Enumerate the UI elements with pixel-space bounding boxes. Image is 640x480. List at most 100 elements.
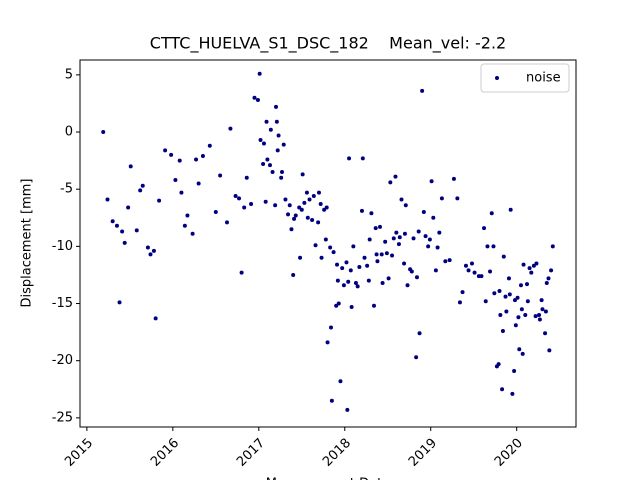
point xyxy=(196,181,201,186)
point xyxy=(411,236,416,241)
point xyxy=(101,130,106,135)
point xyxy=(265,157,270,162)
point xyxy=(366,278,371,283)
point xyxy=(466,268,471,273)
point xyxy=(431,215,436,220)
point xyxy=(283,197,288,202)
point xyxy=(310,218,315,223)
point xyxy=(287,203,292,208)
point xyxy=(391,236,396,241)
point xyxy=(496,362,501,367)
legend-box xyxy=(480,63,570,93)
point xyxy=(273,104,278,109)
y-tick-label: -20 xyxy=(52,353,73,368)
point xyxy=(433,268,438,273)
point xyxy=(237,196,242,201)
point xyxy=(329,398,334,403)
point xyxy=(443,259,448,264)
point xyxy=(298,255,303,260)
point xyxy=(380,280,385,285)
y-tick-label: -25 xyxy=(52,410,73,425)
point xyxy=(396,242,401,247)
point xyxy=(460,290,465,295)
point xyxy=(423,234,428,239)
y-tick-label: -15 xyxy=(52,296,73,311)
point xyxy=(117,300,122,305)
point xyxy=(512,298,517,303)
point xyxy=(371,303,376,308)
point xyxy=(244,175,249,180)
point xyxy=(185,213,190,218)
point xyxy=(543,331,548,336)
point xyxy=(394,230,399,235)
point xyxy=(503,294,508,299)
point xyxy=(289,227,294,232)
point xyxy=(316,190,321,195)
y-axis-label: Displacement [mm] xyxy=(20,179,35,308)
point xyxy=(421,210,426,215)
y-tick-label: 5 xyxy=(65,67,73,82)
point xyxy=(525,282,530,287)
point xyxy=(539,298,544,303)
point xyxy=(451,176,456,181)
point xyxy=(349,304,354,309)
point xyxy=(299,207,304,212)
point xyxy=(140,183,145,188)
point xyxy=(537,317,542,322)
point xyxy=(300,172,305,177)
point xyxy=(329,325,334,330)
point xyxy=(369,211,374,216)
point xyxy=(383,239,388,244)
point xyxy=(323,237,328,242)
point xyxy=(347,156,352,161)
point xyxy=(110,219,115,224)
point xyxy=(417,331,422,336)
point xyxy=(145,245,150,250)
point xyxy=(482,226,487,231)
point xyxy=(157,198,162,203)
point xyxy=(501,254,506,259)
point xyxy=(280,170,285,175)
point xyxy=(488,269,493,274)
point xyxy=(510,391,515,396)
point xyxy=(311,194,316,199)
point xyxy=(534,261,539,266)
point xyxy=(393,174,398,179)
chart-title: CTTC_HUELVA_S1_DSC_182 Mean_vel: -2.2 xyxy=(150,34,506,54)
point xyxy=(151,248,156,253)
point xyxy=(345,407,350,412)
point xyxy=(375,259,380,264)
point xyxy=(549,268,554,273)
point xyxy=(384,251,389,256)
point xyxy=(546,276,551,281)
point xyxy=(427,237,432,242)
legend-label: noise xyxy=(526,71,561,86)
point xyxy=(173,178,178,183)
point xyxy=(302,200,307,205)
point xyxy=(513,323,518,328)
point xyxy=(416,229,421,234)
point xyxy=(336,301,341,306)
y-tick-label: 0 xyxy=(65,125,73,140)
point xyxy=(228,126,233,131)
point xyxy=(286,212,291,217)
point xyxy=(521,262,526,267)
point xyxy=(527,266,532,271)
point xyxy=(268,127,273,132)
point xyxy=(292,216,297,221)
point xyxy=(128,164,133,169)
plot-frame xyxy=(79,59,577,428)
point xyxy=(273,203,278,208)
point xyxy=(414,355,419,360)
point xyxy=(360,156,365,161)
point xyxy=(429,179,434,184)
point xyxy=(405,283,410,288)
point xyxy=(457,300,462,305)
point xyxy=(148,252,153,257)
point xyxy=(255,98,260,103)
point xyxy=(517,347,522,352)
point xyxy=(485,244,490,249)
point xyxy=(523,312,528,317)
point xyxy=(328,245,333,250)
point xyxy=(543,309,548,314)
